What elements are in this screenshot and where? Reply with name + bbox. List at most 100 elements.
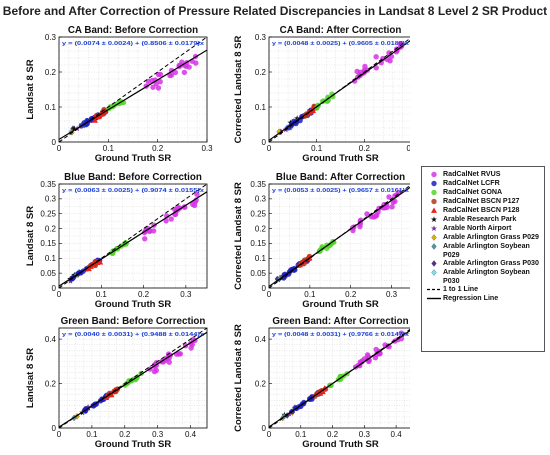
x-axis-label: Ground Truth SR — [302, 439, 379, 450]
data-point-rvus — [386, 194, 392, 200]
legend-label: Arable Arlington Grass P029 — [443, 233, 539, 241]
y-tick-label: 0.1 — [45, 254, 57, 263]
legend-item-ana: Arable North Airport — [425, 224, 541, 233]
x-tick-label: 0.4 — [185, 430, 197, 439]
legend-label: Arable Arlington Soybean P029 — [443, 242, 530, 259]
chart-title: Green Band: After Correction — [272, 316, 408, 327]
x-tick-label: 0.1 — [86, 430, 98, 439]
legend-item-g029: Arable Arlington Grass P029 — [425, 233, 541, 242]
y-tick-label: 0.15 — [40, 239, 56, 248]
data-point-rvus — [142, 236, 148, 242]
data-point-rvus — [153, 81, 159, 87]
data-point-rvus — [392, 198, 398, 205]
plot-frame — [268, 36, 410, 143]
regression-equation: y = (0.0048 ± 0.0031) + (0.9766 ± 0.0147… — [272, 332, 410, 338]
chart-panel-2: 0 0.1 0.2 0.3 0 0.1 0.2 0.3 y = (0.0048 ± 0.0025… — [233, 25, 410, 164]
y-tick-label: 0.1 — [45, 103, 57, 112]
regression-equation: y = (0.0053 ± 0.0025) + (0.9657 ± 0.0161… — [272, 188, 410, 194]
x-tick-label: 0.4 — [391, 430, 403, 439]
x-tick-label: 0 — [267, 290, 272, 299]
plot-frame — [58, 327, 208, 429]
regression-line — [269, 40, 410, 141]
data-point-p128 — [314, 390, 321, 396]
x-axis-label: Ground Truth SR — [95, 439, 172, 450]
y-axis-label: Landsat 8 SR — [25, 348, 36, 408]
x-tick-label: 0.2 — [138, 290, 150, 299]
data-point-rvus — [150, 228, 157, 234]
y-tick-label: 0.2 — [255, 379, 267, 388]
x-tick-label: 0 — [57, 144, 62, 153]
legend-symbol — [431, 243, 437, 250]
y-axis-label: Corrected Landsat 8 SR — [233, 36, 244, 144]
legend-label: RadCalNet LCFR — [443, 179, 500, 187]
y-tick-label: 0.1 — [255, 254, 267, 263]
legend-symbol — [430, 225, 438, 232]
legend-marker — [425, 188, 443, 197]
y-tick-label: 0 — [262, 424, 267, 433]
legend-symbol — [430, 216, 438, 223]
data-point-rvus — [168, 216, 174, 222]
y-tick-label: 0 — [262, 284, 267, 293]
legend-label: RadCalNet BSCN P128 — [443, 206, 520, 214]
y-tick-label: 0.35 — [40, 180, 56, 189]
chart-title: CA Band: Before Correction — [68, 25, 198, 36]
legend-item-lcfr: RadCalNet LCFR — [425, 179, 541, 188]
y-tick-label: 0.1 — [255, 103, 267, 112]
one-to-one-line — [59, 184, 207, 288]
legend-marker — [425, 268, 443, 277]
y-tick-label: 0.3 — [255, 195, 267, 204]
x-tick-label: 0 — [267, 430, 272, 439]
x-tick-label: 0.1 — [295, 430, 307, 439]
legend-label: RadCalNet RVUS — [443, 170, 501, 178]
data-point-rvus — [153, 367, 160, 374]
x-tick-label: 0.3 — [386, 290, 398, 299]
x-axis-label: Ground Truth SR — [95, 299, 172, 310]
legend-marker — [425, 170, 443, 179]
legend-marker — [425, 215, 443, 224]
data-point-rvus — [389, 204, 395, 210]
data-point-p128 — [95, 113, 102, 120]
y-tick-label: 0.05 — [250, 269, 266, 278]
data-point-p128 — [91, 117, 98, 123]
legend-symbol — [431, 171, 437, 178]
legend-item-s030: Arable Arlington Soybean P030 — [425, 268, 541, 285]
y-axis-label: Landsat 8 SR — [25, 206, 36, 266]
legend-item-gona: RadCalNet GONA — [425, 188, 541, 197]
data-point-rvus — [364, 211, 370, 217]
x-tick-label: 0 — [57, 290, 62, 299]
y-tick-label: 0 — [52, 424, 57, 433]
legend-item-one: 1 to 1 Line — [425, 285, 541, 294]
data-point-rvus — [155, 85, 162, 91]
y-axis-label: Corrected Landsat 8 SR — [233, 182, 244, 290]
regression-line — [59, 49, 207, 140]
data-point-rvus — [373, 346, 379, 353]
data-point-rvus — [157, 71, 164, 78]
plot-frame — [58, 36, 208, 143]
legend-symbol — [431, 234, 437, 241]
charts-canvas: 0 0.1 0.2 0.3 0 0.1 0.2 0.3 y = (0.0074 ± 0.0024… — [25, 25, 410, 450]
one-to-one-line — [269, 37, 410, 142]
legend-item-s029: Arable Arlington Soybean P029 — [425, 242, 541, 259]
data-point-arable — [85, 403, 92, 410]
legend: RadCalNet RVUS RadCalNet LCFR RadCalNet GO… — [421, 166, 545, 352]
regression-equation: y = (0.0048 ± 0.0025) + (0.9605 ± 0.0189… — [272, 41, 410, 47]
y-tick-label: 0.15 — [250, 239, 266, 248]
data-point-rvus — [354, 68, 360, 75]
x-tick-label: 0.3 — [180, 290, 192, 299]
x-tick-label: 0.2 — [345, 290, 357, 299]
y-tick-label: 0.3 — [255, 33, 267, 42]
data-point-rvus — [373, 54, 379, 60]
y-tick-label: 0.35 — [250, 180, 266, 189]
y-tick-label: 0.3 — [45, 195, 57, 204]
legend-symbol — [431, 260, 437, 267]
legend-symbol — [431, 180, 437, 187]
regression-equation: y = (0.0040 ± 0.0031) + (0.9488 ± 0.0144… — [62, 332, 205, 338]
y-tick-label: 0 — [52, 284, 57, 293]
figure-title: Before and After Correction of Pressure … — [2, 4, 548, 18]
data-point-rvus — [157, 79, 163, 85]
y-tick-label: 0.2 — [255, 224, 267, 233]
legend-item-reg: Regression Line — [425, 294, 541, 303]
chart-panel-3: 0 0.1 0.2 0.3 0 0.05 0.1 0.15 0.2 0.25 0.3 0.35 y = … — [25, 172, 208, 310]
legend-marker — [425, 285, 443, 294]
chart-title: CA Band: After Correction — [280, 25, 402, 36]
